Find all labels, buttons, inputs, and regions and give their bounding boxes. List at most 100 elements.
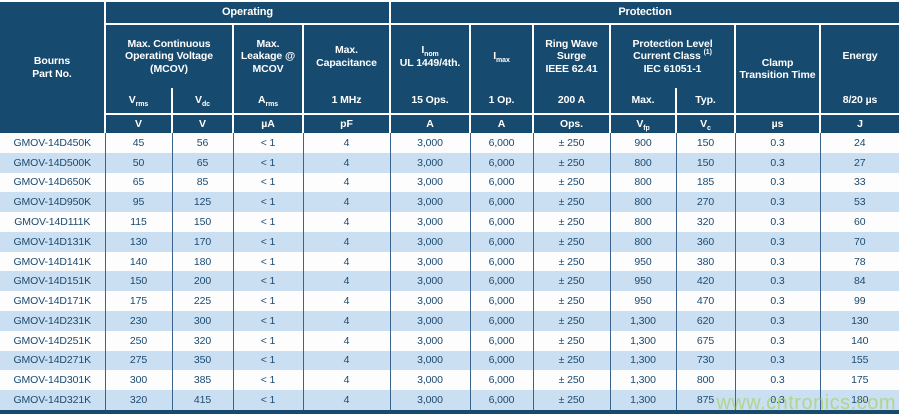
unit-clamp: µs — [734, 113, 820, 133]
vfp-cell: 800 — [609, 172, 676, 193]
clamp-time-cell: 0.3 — [734, 291, 820, 312]
vc-cell: 675 — [675, 330, 735, 351]
capacitance-cell: 4 — [302, 271, 390, 292]
vc-cell: 150 — [675, 133, 735, 153]
vc-cell: 380 — [675, 251, 735, 272]
table-row: GMOV-14D500K 50 65 < 1 4 3,000 6,000 ± 2… — [0, 152, 899, 173]
vdc-cell: 385 — [171, 370, 233, 391]
part-number-cell: GMOV-14D301K — [0, 370, 105, 391]
ringwave-cell: ± 250 — [532, 212, 610, 232]
leakage-cell: < 1 — [232, 152, 303, 173]
vrms-cell: 175 — [104, 291, 172, 312]
col-header-part-number: Bourns Part No. — [0, 2, 105, 133]
vfp-cell: 800 — [609, 192, 676, 213]
inom-cell: 3,000 — [389, 192, 470, 213]
part-number-cell: GMOV-14D171K — [0, 291, 105, 312]
vc-cell: 875 — [675, 390, 735, 410]
energy-cell: 155 — [819, 350, 899, 371]
vc-cell: 185 — [675, 172, 735, 193]
imax-cell: 6,000 — [469, 133, 533, 153]
table-row: GMOV-14D650K 65 85 < 1 4 3,000 6,000 ± 2… — [0, 172, 899, 193]
vrms-cell: 150 — [104, 271, 172, 292]
energy-cell: 130 — [819, 311, 899, 331]
vfp-cell: 800 — [609, 152, 676, 173]
table-row: GMOV-14D131K 130 170 < 1 4 3,000 6,000 ±… — [0, 231, 899, 252]
clamp-time-cell: 0.3 — [734, 212, 820, 232]
col-header-protection-level: Protection Level Current Class (1) IEC 6… — [609, 24, 735, 88]
imax-cell: 6,000 — [469, 231, 533, 252]
imax-cell: 6,000 — [469, 311, 533, 331]
vfp-cell: 950 — [609, 251, 676, 272]
table-row: GMOV-14D141K 140 180 < 1 4 3,000 6,000 ±… — [0, 251, 899, 272]
vdc-cell: 85 — [171, 172, 233, 193]
unit-vdc: V — [171, 113, 233, 133]
vrms-cell: 230 — [104, 311, 172, 331]
inom-cell: 3,000 — [389, 330, 470, 351]
part-number-cell: GMOV-14D450K — [0, 133, 105, 153]
title-header-row: Max. Continuous Operating Voltage (MCOV)… — [0, 24, 899, 114]
subheader-plcc-typ: Typ. — [675, 88, 735, 114]
capacitance-cell: 4 — [302, 311, 390, 331]
clamp-time-cell: 0.3 — [734, 271, 820, 292]
ringwave-cell: ± 250 — [532, 271, 610, 292]
leakage-cell: < 1 — [232, 133, 303, 153]
ringwave-title: Ring Wave Surge — [545, 37, 598, 63]
imax-cell: 6,000 — [469, 251, 533, 272]
clamp-time-cell: 0.3 — [734, 251, 820, 272]
vrms-cell: 250 — [104, 330, 172, 351]
table-row: GMOV-14D321K 320 415 < 1 4 3,000 6,000 ±… — [0, 390, 899, 410]
part-number-cell: GMOV-14D111K — [0, 212, 105, 232]
inom-standard: UL 1449/4th. — [399, 56, 461, 69]
ringwave-cell: ± 250 — [532, 133, 610, 153]
part-number-cell: GMOV-14D131K — [0, 231, 105, 252]
ringwave-cell: ± 250 — [532, 370, 610, 391]
unit-vc: Vc — [675, 113, 735, 133]
plcc-standard: IEC 61051-1 — [643, 62, 702, 75]
vfp-cell: 1,300 — [609, 350, 676, 371]
leakage-cell: < 1 — [232, 172, 303, 193]
vrms-cell: 275 — [104, 350, 172, 371]
leakage-cell: < 1 — [232, 390, 303, 410]
vfp-cell: 1,300 — [609, 311, 676, 331]
subheader-row: Vrms Vdc Arms 1 MHz 15 Ops. 1 Op. 200 A … — [0, 88, 899, 114]
unit-imax: A — [469, 113, 533, 133]
imax-cell: 6,000 — [469, 212, 533, 232]
energy-cell: 84 — [819, 271, 899, 292]
vfp-cell: 1,300 — [609, 370, 676, 391]
capacitance-cell: 4 — [302, 390, 390, 410]
inom-cell: 3,000 — [389, 251, 470, 272]
capacitance-cell: 4 — [302, 212, 390, 232]
plcc-title: Protection Level Current Class (1) — [632, 37, 713, 63]
inom-cell: 3,000 — [389, 133, 470, 153]
vfp-cell: 950 — [609, 291, 676, 312]
vrms-cell: 95 — [104, 192, 172, 213]
vrms-cell: 300 — [104, 370, 172, 391]
col-header-ringwave: Ring Wave Surge IEEE 62.41 — [532, 24, 610, 88]
energy-cell: 78 — [819, 251, 899, 272]
vrms-cell: 140 — [104, 251, 172, 272]
unit-vfp: Vfp — [609, 113, 676, 133]
energy-cell: 60 — [819, 212, 899, 232]
imax-cell: 6,000 — [469, 152, 533, 173]
vfp-cell: 1,300 — [609, 330, 676, 351]
vrms-cell: 320 — [104, 390, 172, 410]
imax-cell: 6,000 — [469, 330, 533, 351]
clamp-time-cell: 0.3 — [734, 370, 820, 391]
vdc-cell: 350 — [171, 350, 233, 371]
subheader-arms: Arms — [232, 88, 303, 114]
group-header-row: Bourns Part No. Operating Protection — [0, 2, 899, 133]
inom-cell: 3,000 — [389, 231, 470, 252]
part-header-line2: Part No. — [32, 67, 72, 80]
capacitance-cell: 4 — [302, 133, 390, 153]
col-header-imax: Imax — [469, 24, 533, 88]
subheader-vrms: Vrms — [104, 88, 172, 114]
vc-cell: 420 — [675, 271, 735, 292]
vdc-cell: 180 — [171, 251, 233, 272]
inom-cell: 3,000 — [389, 152, 470, 173]
leakage-cell: < 1 — [232, 291, 303, 312]
table-row: GMOV-14D251K 250 320 < 1 4 3,000 6,000 ±… — [0, 330, 899, 351]
inom-cell: 3,000 — [389, 212, 470, 232]
part-number-cell: GMOV-14D141K — [0, 251, 105, 272]
energy-cell: 33 — [819, 172, 899, 193]
